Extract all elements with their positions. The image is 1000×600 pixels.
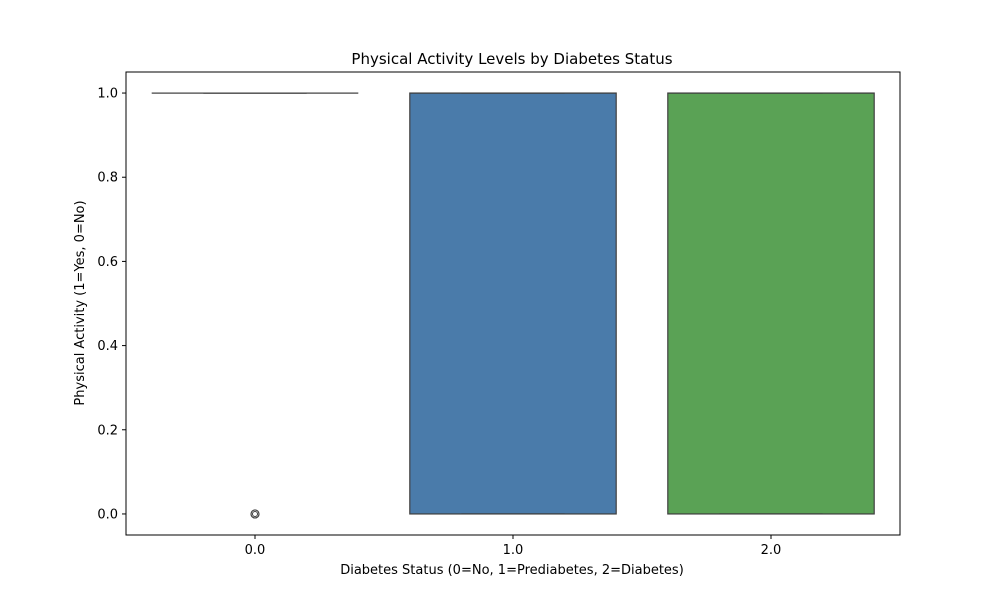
- box-group: [151, 92, 359, 519]
- box-body: [667, 92, 875, 515]
- y-tick-label: 1.0: [97, 87, 118, 102]
- y-axis-label: Physical Activity (1=Yes, 0=No): [73, 200, 88, 405]
- x-tick-label: 2.0: [761, 543, 782, 558]
- y-tick-label: 0.8: [97, 171, 118, 186]
- y-axis: 0.0 0.2 0.4 0.6 0.8 1.0: [97, 87, 126, 522]
- box-body: [409, 92, 617, 515]
- x-axis-label: Diabetes Status (0=No, 1=Prediabetes, 2=…: [340, 563, 684, 578]
- y-tick-label: 0.2: [97, 423, 118, 438]
- y-tick-label: 0.0: [97, 507, 118, 522]
- outlier-point: [252, 510, 258, 517]
- y-tick-label: 0.4: [97, 339, 118, 354]
- x-axis: 0.0 1.0 2.0: [245, 535, 782, 558]
- x-tick-label: 1.0: [503, 543, 524, 558]
- boxes-layer: [151, 92, 875, 519]
- x-tick-label: 0.0: [245, 543, 266, 558]
- box-group: [409, 92, 617, 515]
- box-group: [667, 92, 875, 515]
- chart-title: Physical Activity Levels by Diabetes Sta…: [351, 50, 672, 68]
- outlier-point: [250, 509, 260, 519]
- y-tick-label: 0.6: [97, 255, 118, 270]
